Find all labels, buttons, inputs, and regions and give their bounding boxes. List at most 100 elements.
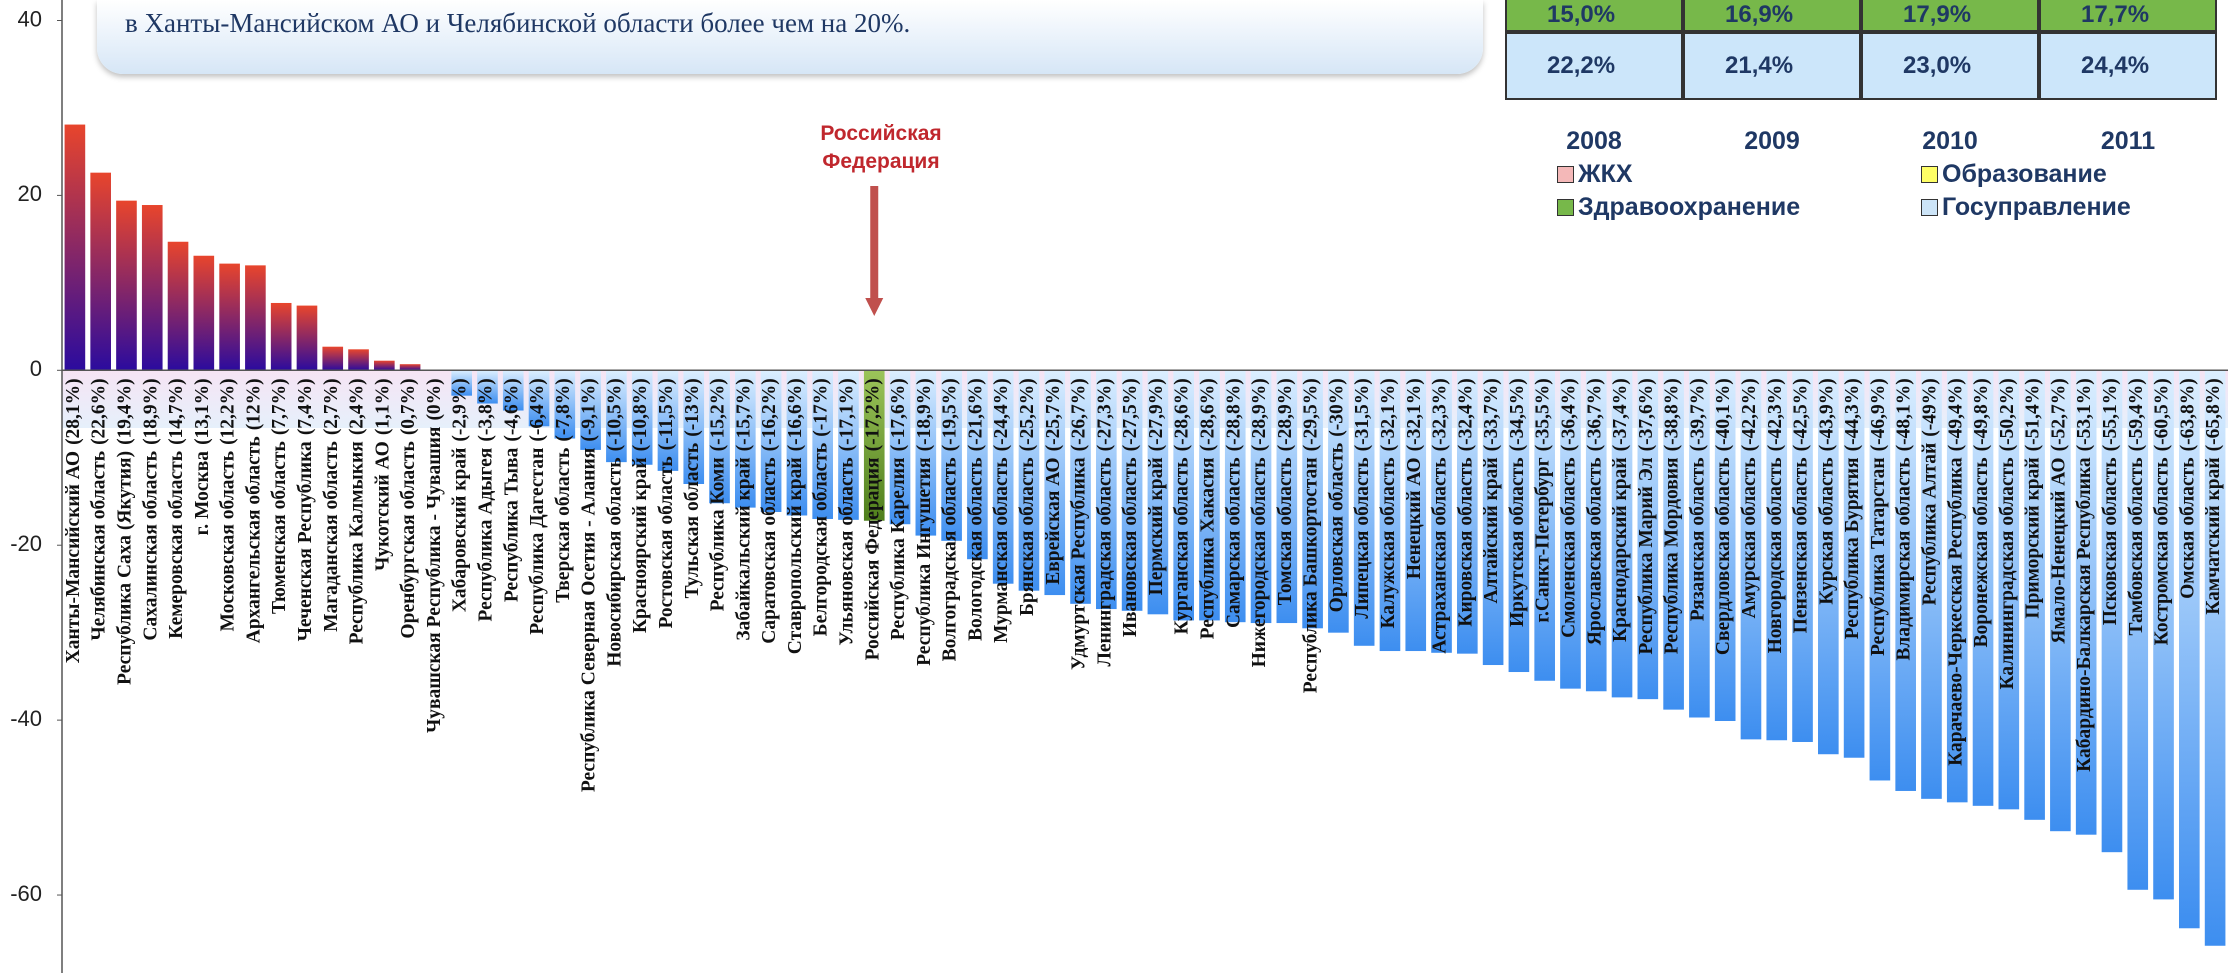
- x-tick-label: Карачаево-Черкесская Республика (-49,4%): [1946, 378, 1967, 766]
- bar: [322, 346, 344, 371]
- value-label: (7,4%): [295, 378, 316, 435]
- value-label: (-35,5%): [1533, 378, 1554, 451]
- category-name: Республика Карелия: [889, 457, 910, 640]
- x-tick-label: Республика Татарстан (-46,9%): [1868, 378, 1889, 656]
- legend-entry: ЖКХ: [1557, 160, 1633, 189]
- bar: [1173, 370, 1194, 621]
- bar: [1534, 370, 1555, 681]
- x-tick-label: Астраханская область (-32,3%): [1430, 378, 1451, 653]
- category-name: Республика Адыгея: [476, 447, 497, 621]
- bar: [2204, 370, 2226, 946]
- category-name: Оренбургская область: [399, 441, 420, 638]
- category-name: Ульяновская область: [837, 457, 858, 645]
- x-tick-label: Вологодская область (-21,6%): [966, 378, 987, 641]
- bar: [1895, 370, 1916, 791]
- value-label: (-16,6%): [785, 378, 806, 451]
- year-label: 2008: [1566, 127, 1622, 155]
- category-name: Республика Коми: [708, 457, 729, 611]
- x-tick-label: Республика Адыгея (-3,8%): [476, 378, 497, 621]
- x-tick-label: Оренбургская область (0,7%): [399, 378, 420, 638]
- x-tick-label: Воронежская область (-49,8%): [1972, 378, 1993, 647]
- note-box: в Ханты-Мансийском АО и Челябинской обла…: [97, 0, 1483, 74]
- value-label: (0%): [424, 378, 445, 420]
- x-tick-label: Ямало-Ненецкий АО (-52,7%): [2049, 378, 2070, 643]
- category-name: Курганская область: [1172, 457, 1193, 634]
- year-label: 2009: [1744, 127, 1800, 155]
- bar: [2024, 370, 2045, 820]
- x-tick-label: Чувашская Республика - Чувашия (0%): [424, 378, 445, 733]
- bar: [863, 370, 885, 521]
- x-tick-label: Брянская область (-25,2%): [1017, 378, 1038, 616]
- y-tick-label: 40: [18, 6, 42, 31]
- bar: [1843, 370, 1865, 758]
- bar: [1302, 370, 1323, 629]
- x-tick-label: Камчатский край (-65,8%): [2204, 378, 2225, 614]
- category-name: Новгородская область: [1765, 457, 1786, 653]
- category-name: Волгоградская область: [940, 457, 961, 661]
- category-name: г. Москва: [192, 451, 213, 536]
- x-tick-label: Республика Саха (Якутия) (19,4%): [115, 378, 136, 685]
- annotation-arrow: [870, 186, 879, 300]
- bar: [1379, 370, 1401, 652]
- legend-entry: Здравоохранение: [1557, 193, 1800, 222]
- category-name: Мурманская область: [992, 457, 1013, 643]
- x-tick-label: Омская область (-63,8%): [2178, 378, 2199, 599]
- category-name: Белгородская область: [811, 443, 832, 637]
- x-tick-label: Мурманская область (-24,4%): [992, 378, 1013, 643]
- x-tick-label: Ярославская область (-36,7%): [1585, 378, 1606, 645]
- category-name: Пензенская область: [1791, 457, 1812, 633]
- x-tick-label: Новосибирская область (-10,5%): [605, 378, 626, 666]
- y-tick-label: -40: [10, 706, 42, 731]
- value-label: (-63,8%): [2178, 378, 2199, 451]
- bar: [1276, 370, 1298, 624]
- bar: [296, 305, 318, 371]
- category-name: Липецкая область: [1353, 457, 1374, 618]
- x-tick-label: Чеченская Республика (7,4%): [295, 378, 316, 641]
- bar: [90, 172, 111, 371]
- x-tick-label: Республика Ингушетия (-18,9%): [914, 378, 935, 666]
- value-label: (-48,1%): [1894, 378, 1915, 451]
- bar: [683, 370, 705, 484]
- value-label: (-28,6%): [1198, 378, 1219, 451]
- x-tick-label: Ростовская область (-11,5%): [656, 378, 677, 628]
- category-name: Республика Башкортостан: [1301, 457, 1322, 693]
- value-label: (-26,7%): [1069, 378, 1090, 451]
- bar: [580, 370, 601, 450]
- table-cell: 21,4%: [1683, 32, 1861, 100]
- bar: [1044, 370, 1066, 596]
- value-label: (-17,2%): [863, 378, 884, 451]
- bar: [1224, 370, 1246, 623]
- bar: [1818, 370, 1839, 755]
- x-tick-label: Челябинская область (22,6%): [89, 378, 110, 640]
- bar: [915, 370, 937, 536]
- bar: [64, 124, 86, 371]
- annotation: Российская Федерация: [820, 122, 942, 173]
- category-name: Московская область: [218, 451, 239, 632]
- bar: [141, 205, 163, 371]
- bar: [1946, 370, 1968, 803]
- bar: [1328, 370, 1349, 633]
- category-name: Ярославская область: [1585, 457, 1606, 645]
- value-label: (-28,9%): [1250, 378, 1271, 451]
- value-label: (-15,7%): [734, 378, 755, 451]
- x-tick-label: Республика Тыва (-4,6%): [502, 378, 523, 602]
- x-tick-label: Амурская область (-42,2%): [1739, 378, 1760, 618]
- x-tick-label: Приморский край (-51,4%): [2023, 378, 2044, 618]
- category-name: Иркутская область: [1507, 457, 1528, 627]
- bar: [760, 370, 782, 512]
- value-label: (-21,6%): [966, 378, 987, 451]
- value-label: (-18,9%): [914, 378, 935, 451]
- bar: [812, 370, 833, 519]
- category-name: Республика Бурятия: [1843, 457, 1864, 639]
- x-tick-label: Ненецкий АО (-32,1%): [1404, 378, 1425, 579]
- value-label: (-7,8%): [553, 378, 574, 441]
- value-label: (-33,7%): [1482, 378, 1503, 451]
- category-name: Хабаровский край: [450, 448, 471, 613]
- bar: [528, 370, 550, 427]
- x-tick-label: Чукотский АО (1,1%): [373, 378, 394, 571]
- bar: [1508, 370, 1530, 673]
- value-label: (-42,3%): [1765, 378, 1786, 451]
- x-tick-label: Пензенская область (-42,5%): [1791, 378, 1812, 633]
- bar: [1560, 370, 1581, 689]
